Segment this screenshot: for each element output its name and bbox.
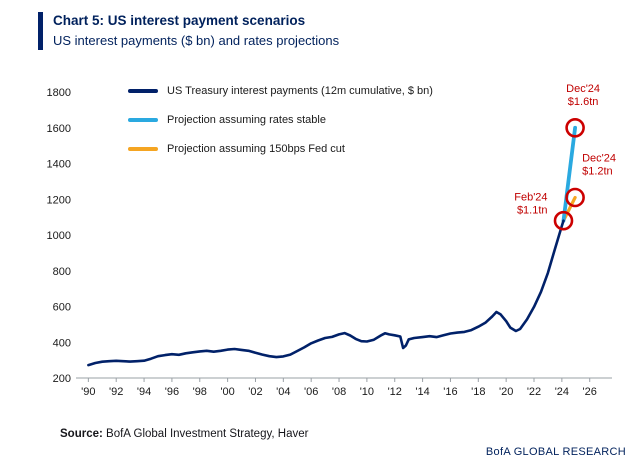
y-tick-label: 1600 [47,123,71,135]
marker-annotation: Dec'24 $1.6tn [566,83,600,108]
x-tick-label: '16 [443,386,457,398]
y-tick-label: 1800 [47,87,71,99]
y-tick-label: 1200 [47,194,71,206]
x-tick-label: '00 [220,386,234,398]
y-tick-label: 800 [53,266,71,278]
legend-swatch-orange [128,147,158,151]
title-accent-bar [38,12,43,50]
x-tick-label: '10 [360,386,374,398]
y-tick-label: 600 [53,302,71,314]
x-tick-label: '06 [304,386,318,398]
source-text: BofA Global Investment Strategy, Haver [102,428,309,440]
legend-item: US Treasury interest payments (12m cumul… [128,82,433,100]
series-line-cyan [561,125,577,223]
x-tick-label: '12 [388,386,402,398]
y-tick-label: 400 [53,337,71,349]
x-tick-label: '14 [415,386,429,398]
legend-swatch-navy [128,89,158,93]
x-tick-label: '26 [583,386,597,398]
y-tick-label: 1400 [47,159,71,171]
chart-legend: US Treasury interest payments (12m cumul… [128,82,433,158]
x-tick-label: '96 [165,386,179,398]
chart-area: '90 '92 '94 '96 '98 '00 '02 '04 '06 '08 '10 '12 '14 '… [0,56,640,406]
x-tick-label: '92 [109,386,123,398]
x-tick-label: '24 [555,386,569,398]
marker-annotation: Dec'24 $1.2tn [582,152,616,177]
legend-label: Projection assuming rates stable [167,114,326,126]
x-tick-label: '18 [471,386,485,398]
legend-label: Projection assuming 150bps Fed cut [167,143,345,155]
x-tick-label: '08 [332,386,346,398]
x-tick-label: '94 [137,386,151,398]
source-note: Source: BofA Global Investment Strategy,… [60,428,308,440]
x-tick-label: '04 [276,386,290,398]
marker-circle [553,210,574,231]
marker-circle [565,118,585,138]
chart-header: Chart 5: US interest payment scenarios U… [38,12,339,50]
marker-annotation: Feb'24 $1.1tn [514,192,547,217]
x-tick-label: '20 [499,386,513,398]
legend-item: Projection assuming 150bps Fed cut [128,140,433,158]
series-line-navy [87,219,565,367]
y-tick-label: 200 [53,373,71,385]
y-tick-label: 1000 [47,230,71,242]
chart-subtitle: US interest payments ($ bn) and rates pr… [53,33,340,49]
title-block: Chart 5: US interest payment scenarios U… [53,12,339,50]
x-tick-label: '22 [527,386,541,398]
legend-swatch-cyan [128,118,158,122]
legend-item: Projection assuming rates stable [128,111,433,129]
marker-circle [565,187,585,208]
brand-mark: BofA GLOBAL RESEARCH [485,446,626,458]
x-tick-label: '90 [81,386,95,398]
chart-title: Chart 5: US interest payment scenarios [53,13,306,28]
x-tick-label: '02 [248,386,262,398]
x-tick-label: '98 [193,386,207,398]
line-chart: '90 '92 '94 '96 '98 '00 '02 '04 '06 '08 '10 '12 '14 '… [47,83,616,398]
legend-label: US Treasury interest payments (12m cumul… [167,85,433,97]
source-label: Source: [60,428,103,440]
